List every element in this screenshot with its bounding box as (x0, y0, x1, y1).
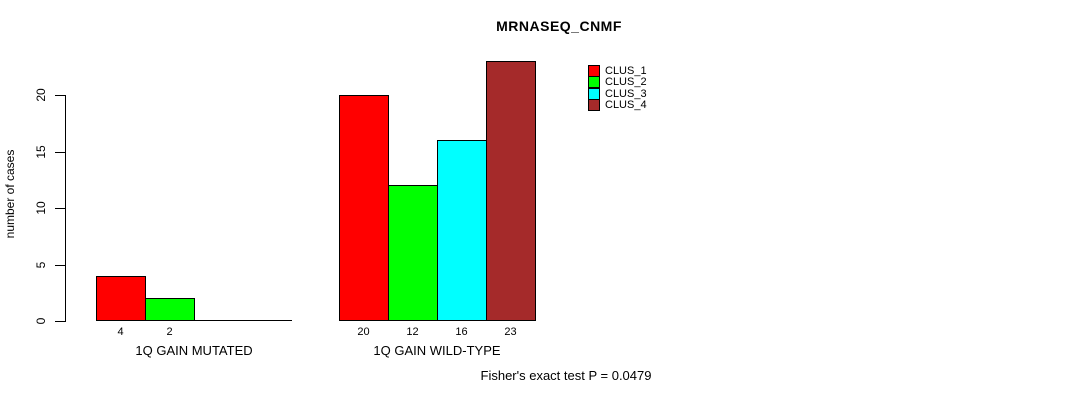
legend-swatch-clus_4 (588, 98, 600, 111)
bar-clus_2-group2 (388, 185, 438, 321)
bar-clus_2-group1 (145, 298, 195, 321)
y-axis-tick (55, 321, 65, 322)
bar-value-label: 4 (117, 326, 124, 338)
legend-label: CLUS_3 (605, 87, 647, 100)
y-axis-line (65, 95, 66, 322)
bar-clus_3-group2 (437, 140, 487, 321)
bar-value-label: 23 (504, 326, 517, 338)
annotation-text: Fisher's exact test P = 0.0479 (480, 368, 652, 383)
y-axis-tick-label: 5 (34, 261, 48, 268)
category-label: 1Q GAIN MUTATED (135, 343, 253, 358)
legend-swatch-clus_1 (588, 65, 600, 77)
chart-title: MRNASEQ_CNMF (496, 18, 622, 34)
y-axis-tick (55, 264, 65, 266)
y-axis-tick-label: 10 (34, 201, 48, 215)
bar-clus_1-group2 (339, 95, 389, 321)
bar-value-label: 2 (166, 326, 173, 338)
legend-label: CLUS_1 (605, 65, 647, 77)
y-axis-tick (55, 151, 65, 153)
bar-value-label: 20 (357, 326, 370, 338)
y-axis-tick-label: 15 (34, 144, 48, 159)
bar-value-label: 12 (406, 326, 419, 338)
category-label: 1Q GAIN WILD-TYPE (373, 343, 501, 358)
y-axis-tick (55, 208, 65, 209)
legend-label: CLUS_2 (605, 76, 647, 89)
y-axis-label: number of cases (3, 149, 17, 239)
legend-swatch-clus_3 (588, 87, 600, 100)
y-axis-tick (55, 95, 65, 96)
y-axis-tick-label: 0 (34, 317, 48, 325)
bar-clus_4-group2 (486, 61, 536, 321)
bar-value-label: 16 (455, 326, 468, 338)
bar-clus_1-group1 (96, 276, 146, 321)
y-axis-tick-label: 20 (34, 88, 48, 102)
legend-swatch-clus_2 (588, 76, 600, 89)
legend-label: CLUS_4 (605, 98, 647, 111)
